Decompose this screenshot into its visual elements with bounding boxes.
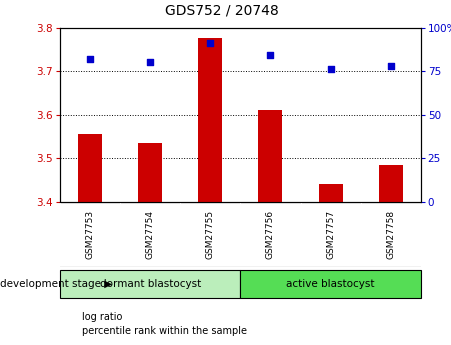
- Bar: [240, 270, 421, 298]
- Point: [267, 53, 274, 58]
- Text: dormant blastocyst: dormant blastocyst: [100, 279, 201, 289]
- Point: [207, 40, 214, 46]
- Text: GSM27758: GSM27758: [386, 210, 395, 259]
- Bar: [198, 39, 222, 202]
- Text: GSM27755: GSM27755: [206, 210, 215, 259]
- Text: percentile rank within the sample: percentile rank within the sample: [82, 326, 247, 336]
- Point: [327, 67, 334, 72]
- Bar: [60, 270, 240, 298]
- Text: GDS752 / 20748: GDS752 / 20748: [166, 3, 279, 17]
- Text: GSM27754: GSM27754: [146, 210, 155, 259]
- Text: development stage ▶: development stage ▶: [0, 279, 112, 289]
- Text: GSM27753: GSM27753: [86, 210, 95, 259]
- Bar: [318, 185, 343, 202]
- Point: [147, 60, 154, 65]
- Bar: [258, 110, 282, 202]
- Point: [387, 63, 394, 69]
- Text: log ratio: log ratio: [82, 313, 122, 322]
- Point: [87, 56, 94, 62]
- Text: GSM27756: GSM27756: [266, 210, 275, 259]
- Bar: [138, 143, 162, 202]
- Bar: [78, 134, 102, 202]
- Bar: [379, 165, 403, 202]
- Text: active blastocyst: active blastocyst: [286, 279, 375, 289]
- Text: GSM27757: GSM27757: [326, 210, 335, 259]
